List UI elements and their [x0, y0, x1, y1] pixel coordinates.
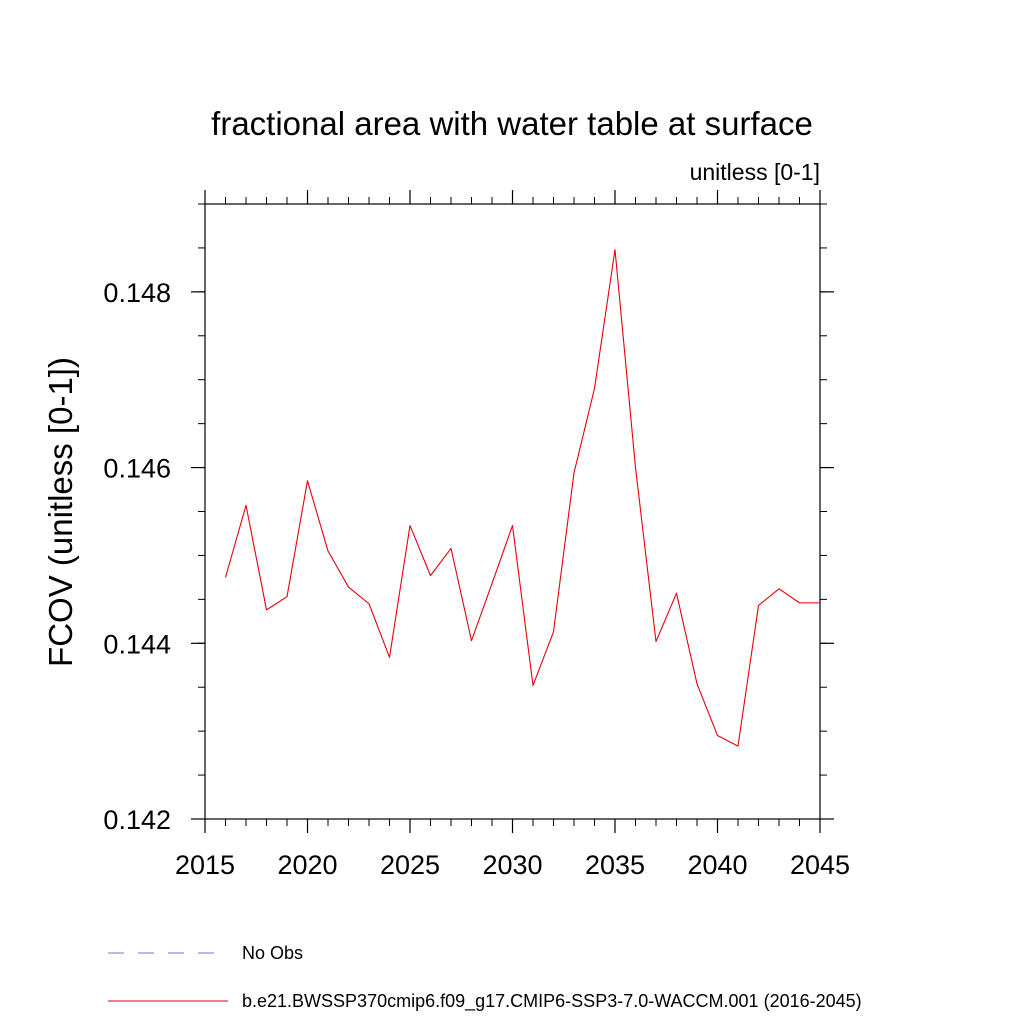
units-label: unitless [0-1] — [690, 159, 820, 185]
x-tick-label: 2025 — [380, 850, 440, 880]
plot-frame — [204, 203, 821, 820]
x-tick-label: 2040 — [687, 850, 747, 880]
y-tick-label: 0.144 — [103, 629, 171, 659]
legend-label-model: b.e21.BWSSP370cmip6.f09_g17.CMIP6-SSP3-7… — [242, 991, 862, 1012]
x-tick-label: 2020 — [277, 850, 337, 880]
series-line-0 — [224, 249, 820, 747]
y-tick-label: 0.146 — [103, 454, 171, 484]
chart-title: fractional area with water table at surf… — [211, 105, 813, 142]
x-tick-label: 2015 — [175, 850, 235, 880]
legend: No Obs b.e21.BWSSP370cmip6.f09_g17.CMIP6… — [108, 943, 862, 1012]
legend-label-no-obs: No Obs — [242, 943, 303, 963]
axes: 2015 2020 2025 2030 2035 2040 2045 0.142 0.144 0.… — [103, 190, 850, 880]
x-tick-label: 2035 — [585, 850, 645, 880]
x-tick-label: 2030 — [482, 850, 542, 880]
x-tick-label: 2045 — [790, 850, 850, 880]
y-tick-label: 0.142 — [103, 805, 171, 835]
series-group — [224, 249, 820, 747]
y-tick-label: 0.148 — [103, 278, 171, 308]
y-axis-label: FCOV (unitless [0-1]) — [42, 357, 79, 667]
